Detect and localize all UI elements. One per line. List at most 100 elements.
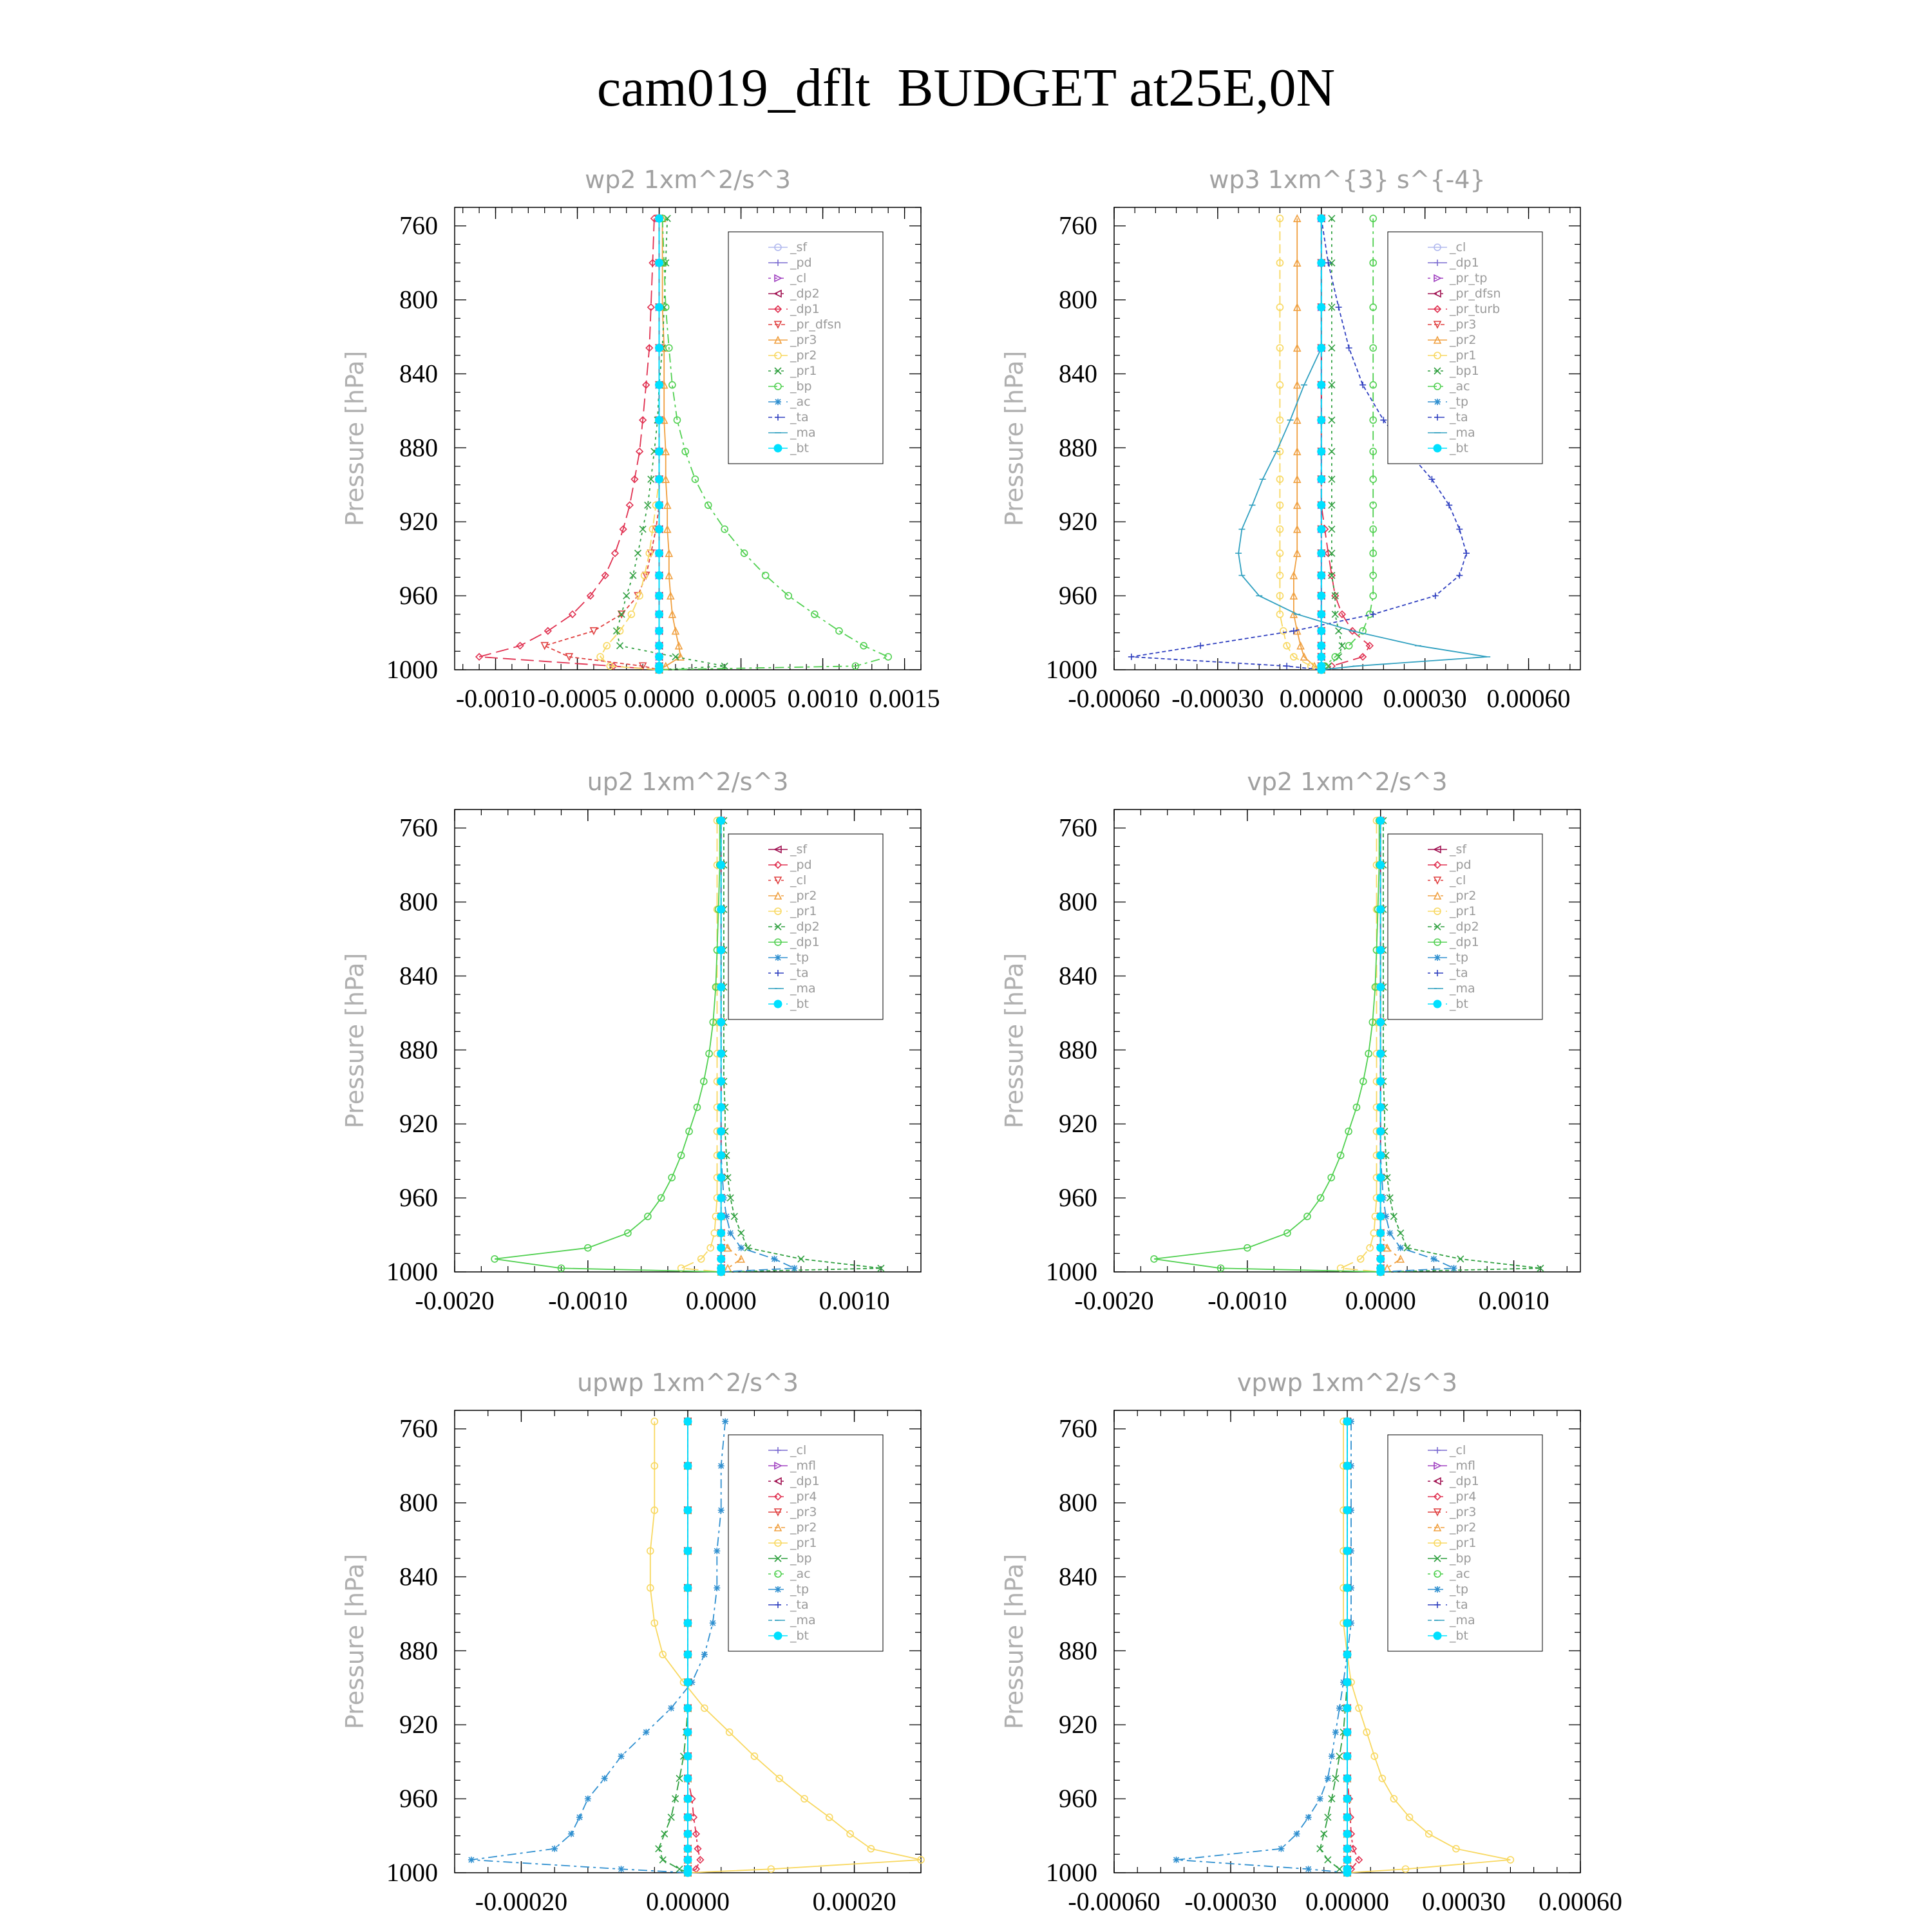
y-tick-label: 840 [399,1562,438,1591]
data-point [691,475,699,483]
series-line [599,218,660,670]
data-point [1317,447,1326,456]
data-point [1244,1244,1251,1252]
data-point [717,1077,726,1086]
x-tick-label: 0.0010 [1479,1286,1549,1315]
legend-label: _pr_turb [1449,302,1500,316]
series-dp1 [1150,817,1385,1276]
series-bt [1376,816,1385,1276]
data-point [1328,549,1336,557]
legend-marker [1433,321,1442,329]
x-tick-label: -0.0020 [1074,1286,1153,1315]
data-point [663,500,672,509]
data-point [655,343,664,352]
legend-label: _pr1 [790,904,817,918]
legend-label: _dp2 [1449,920,1479,934]
data-point [616,642,624,650]
legend-marker [773,845,782,854]
y-tick-label: 760 [399,813,438,842]
series-line [659,218,890,670]
legend-marker [1434,399,1441,405]
data-point [846,1830,854,1838]
legend-label: _bp1 [1449,364,1479,378]
legend-label: _pr2 [1449,889,1476,903]
data-point [1324,1814,1332,1821]
data-point [1328,303,1336,311]
data-point [1369,592,1378,600]
data-point [650,1462,659,1470]
y-tick-label: 960 [399,1784,438,1813]
legend-label: _pr3 [1449,1505,1476,1519]
data-point [623,592,630,600]
legend: _sf_pd_cl _pr2_pr1 _dp2_dp1 _tp_ta_ma_bt [728,833,884,1020]
x-tick-label: -0.00030 [1171,684,1264,713]
data-point [674,641,683,650]
data-point [1320,1830,1328,1838]
data-point [717,1049,726,1058]
data-point [1289,591,1298,600]
y-tick-label: 800 [1059,285,1097,314]
data-point [1369,525,1378,533]
data-point [676,652,685,661]
series-dp1 [475,214,663,674]
data-point [1316,1845,1324,1853]
data-point [1336,1151,1345,1159]
data-point [1336,1705,1343,1712]
x-tick-label: 0.0010 [819,1286,890,1315]
data-point [1376,1267,1385,1276]
series-line [1293,218,1322,670]
legend-label: _ac [1449,1567,1470,1581]
data-point [655,475,664,484]
data-point [917,1856,925,1864]
x-tick-label: 0.0005 [706,684,777,713]
legend-marker [773,336,782,344]
legend-marker [1434,1539,1441,1547]
data-point [1356,1255,1365,1263]
data-point [725,1728,734,1736]
data-point [1376,860,1385,869]
data-point [601,571,609,580]
data-point [655,415,664,424]
data-point [1317,652,1326,661]
legend-label: _pr2 [790,1520,817,1535]
data-point [544,627,552,635]
data-point [655,610,664,619]
x-tick-label: 0.00060 [1539,1887,1622,1916]
data-point [1355,1704,1363,1712]
legend-label: _tp [790,1582,809,1596]
legend-label: _cl [790,1443,806,1457]
x-tick-label: -0.0010 [1208,1286,1287,1315]
legend-marker [774,1555,782,1562]
data-point [618,611,625,618]
panel-title: up2 1xm^2/s^3 [587,768,789,796]
data-point [717,1127,726,1136]
data-point [1293,303,1302,311]
data-point [696,1855,705,1864]
data-point [681,448,689,455]
data-point [625,501,634,509]
legend-marker [1434,367,1441,375]
series-tp [468,1418,729,1876]
data-point [1283,641,1291,650]
data-point [1376,1255,1385,1264]
data-point [640,571,649,580]
series-bp [655,214,892,674]
data-point [1310,661,1319,670]
data-point [540,641,549,650]
data-point [667,1814,675,1821]
data-point [740,549,748,557]
data-point [1401,1865,1410,1873]
data-point [606,662,614,670]
data-point [1276,344,1284,352]
y-tick-label: 800 [399,887,438,916]
data-point [709,1018,717,1027]
data-point [1430,1255,1437,1262]
legend-label: _pr_dfsn [790,317,842,332]
data-point [1359,381,1367,388]
data-point [647,303,655,312]
data-point [1276,381,1284,389]
y-axis-label: Pressure [hPa] [1000,351,1028,527]
data-point [655,258,664,267]
data-point [791,1265,798,1272]
panel-3: up2 1xm^2/s^37608008408809209601000-0.00… [341,768,922,1315]
